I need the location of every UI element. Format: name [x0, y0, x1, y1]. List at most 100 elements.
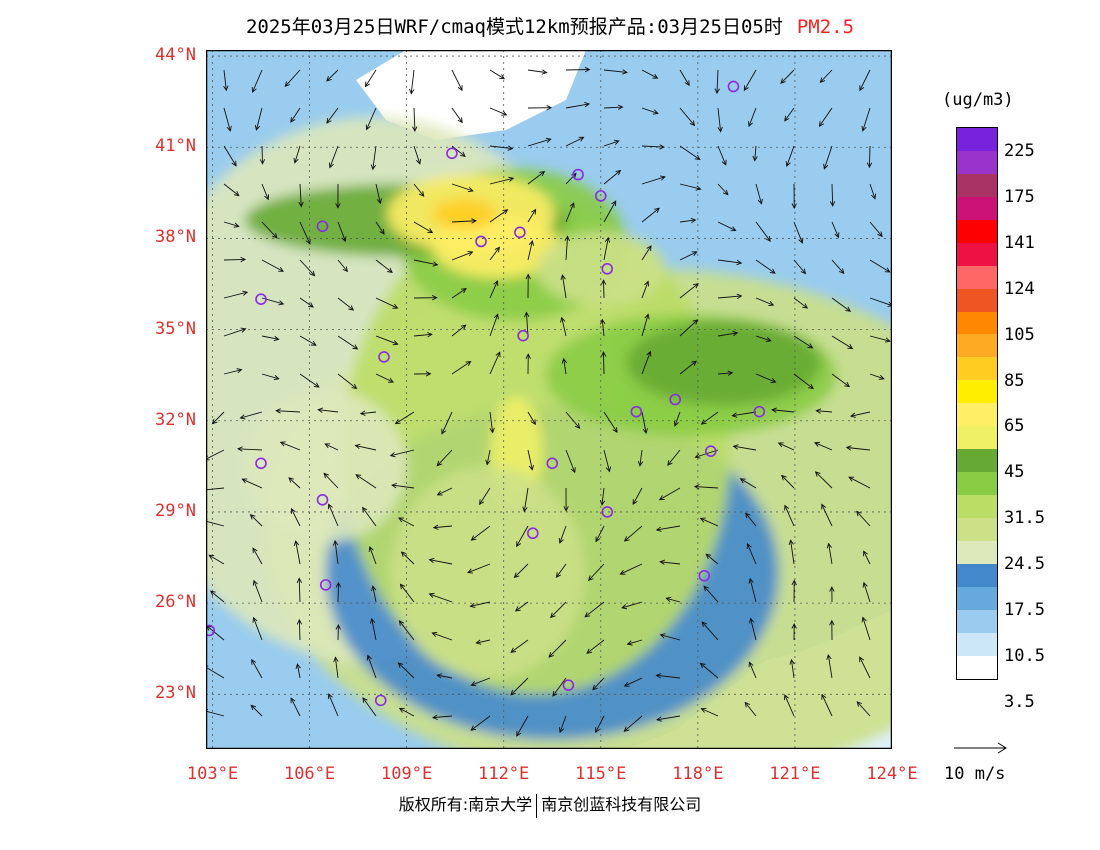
city-marker — [255, 457, 267, 470]
wind-vector — [290, 107, 301, 123]
wind-vector-head — [689, 120, 696, 127]
wind-vector-head — [335, 581, 342, 588]
wind-vector-head — [673, 420, 679, 427]
wind-vector-head — [695, 185, 702, 191]
wind-vector — [261, 145, 263, 164]
wind-vector — [656, 674, 681, 679]
wind-vector-head — [623, 536, 630, 542]
wind-vector-head — [595, 727, 600, 734]
wind-vector-head — [848, 476, 855, 482]
wind-vector — [390, 449, 415, 457]
wind-vector — [641, 281, 649, 299]
wind-vector — [280, 441, 301, 451]
wind-vector-head — [507, 145, 514, 151]
wind-vector — [437, 674, 453, 679]
wind-vector — [398, 662, 415, 679]
wind-vector — [395, 411, 415, 425]
city-marker — [206, 624, 216, 637]
wind-vector — [299, 259, 315, 276]
wind-vector-head — [328, 162, 334, 169]
wind-vector-head — [595, 536, 601, 543]
wind-vector — [660, 634, 681, 641]
wind-vector — [562, 275, 567, 299]
wind-vector — [703, 585, 719, 603]
wind-vector — [476, 639, 491, 644]
city-marker — [669, 393, 681, 406]
wind-vector-head — [541, 69, 548, 75]
wind-vector — [603, 69, 627, 73]
wind-vector-head — [800, 268, 807, 275]
wind-vector-head — [659, 559, 666, 565]
wind-vector-head — [273, 375, 280, 381]
wind-vector — [694, 486, 719, 489]
wind-vector-head — [694, 453, 701, 459]
colorbar-label: 3.5 — [1004, 691, 1035, 712]
wind-vector-head — [745, 512, 751, 519]
lat-label-32: 32°N — [155, 409, 196, 430]
wind-vector — [586, 639, 605, 654]
wind-vector-head — [699, 517, 706, 523]
wind-vector — [641, 245, 652, 261]
wind-vector — [367, 655, 377, 679]
wind-vector-head — [617, 104, 624, 110]
wind-vector — [561, 317, 567, 337]
wind-vector — [641, 145, 664, 148]
wind-vector — [601, 319, 605, 337]
wind-vector-head — [479, 499, 485, 506]
wind-vector-head — [399, 583, 406, 590]
city-marker — [704, 445, 717, 457]
wind-vector — [261, 183, 269, 200]
wind-vector-head — [818, 121, 825, 127]
wind-vector — [223, 328, 246, 337]
wind-vector-head — [626, 640, 633, 646]
wind-vector-head — [499, 74, 505, 80]
lat-label-23: 23°N — [155, 683, 196, 704]
wind-vector — [667, 449, 681, 466]
wind-vector-head — [644, 280, 650, 287]
wind-vector — [748, 662, 757, 679]
wind-vector-head — [845, 306, 852, 312]
wind-vector-head — [721, 159, 727, 166]
wind-vector — [679, 219, 696, 223]
wind-vector-head — [387, 267, 393, 274]
wind-vector — [298, 619, 301, 641]
wind-vector — [238, 448, 263, 451]
wind-vector-head — [341, 236, 347, 243]
wind-vector — [399, 707, 415, 717]
wind-vector-head — [272, 232, 278, 239]
colorbar-swatch — [957, 196, 997, 220]
wind-vector — [869, 183, 876, 199]
wind-vector-head — [389, 452, 396, 458]
wind-vector-head — [592, 684, 598, 691]
wind-vector — [516, 715, 529, 737]
wind-vector — [400, 584, 415, 603]
wind-vector — [432, 632, 453, 641]
wind-vector — [223, 183, 240, 196]
wind-vector — [565, 411, 580, 429]
city-marker — [594, 190, 607, 202]
wind-vector — [429, 559, 453, 565]
wind-vector — [255, 107, 263, 131]
wind-vector — [603, 170, 621, 185]
wind-vector-head — [392, 303, 399, 309]
wind-vector-head — [777, 442, 784, 448]
wind-vector — [793, 335, 813, 349]
colorbar-label: 225 — [1004, 141, 1035, 161]
wind-vector-head — [510, 689, 516, 696]
wind-vector — [223, 69, 227, 91]
wind-vector — [296, 664, 301, 679]
wind-vector — [793, 373, 814, 389]
wind-vector-head — [784, 115, 790, 122]
wind-vector — [375, 221, 385, 235]
wind-vector-head — [784, 694, 789, 701]
wind-vector-head — [528, 240, 535, 246]
wind-vector — [793, 259, 806, 274]
wind-vector-head — [501, 110, 508, 116]
wind-vector — [337, 221, 346, 242]
wind-vector — [433, 525, 453, 529]
wind-vector — [859, 69, 871, 91]
wind-vector — [527, 449, 533, 470]
city-marker — [630, 405, 643, 418]
city-marker — [316, 220, 329, 233]
wind-vector-head — [655, 673, 662, 679]
